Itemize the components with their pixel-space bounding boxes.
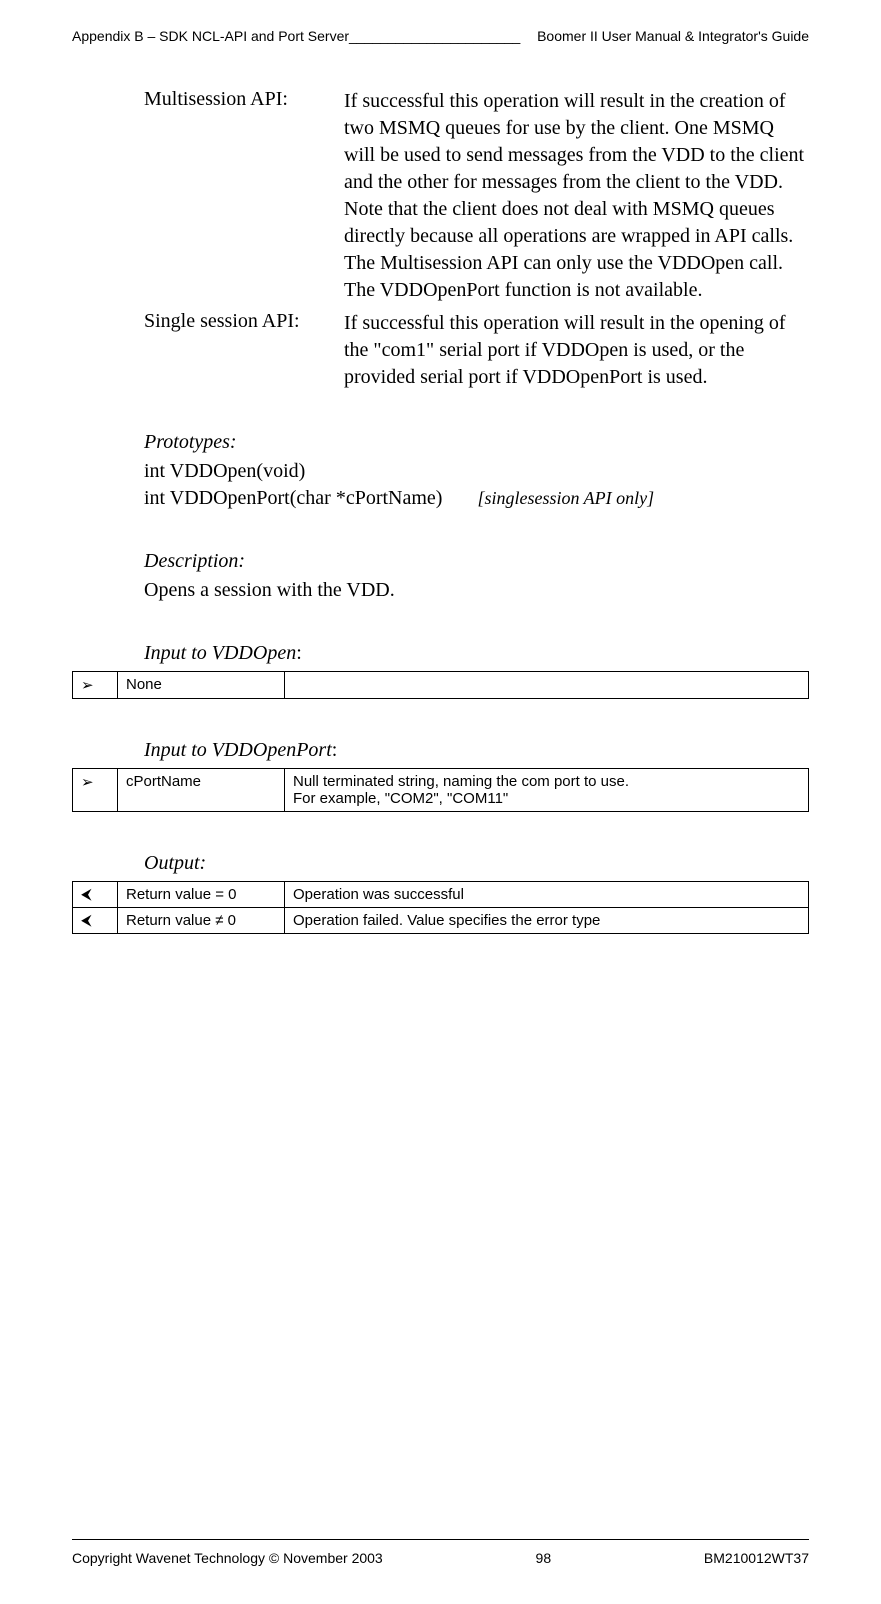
page-content: Multisession API: If successful this ope… bbox=[72, 88, 809, 934]
prototype-line-2: int VDDOpenPort(char *cPortName) [single… bbox=[144, 487, 809, 510]
definition-label: Multisession API: bbox=[72, 88, 344, 304]
output-heading: Output: bbox=[144, 852, 809, 875]
param-desc bbox=[285, 672, 809, 699]
footer-rule bbox=[72, 1539, 809, 1540]
arrow-icon: ➢ bbox=[73, 769, 118, 812]
prototype-line-1: int VDDOpen(void) bbox=[144, 460, 809, 483]
input-vddopen-table: ➢ None bbox=[72, 671, 809, 699]
heading-text: Input to VDDOpen bbox=[144, 642, 296, 664]
description-text: Opens a session with the VDD. bbox=[144, 579, 809, 602]
page-container: Appendix B – SDK NCL-API and Port Server… bbox=[72, 28, 809, 1566]
definition-text: If successful this operation will result… bbox=[344, 310, 809, 391]
prototype-note: [singlesession API only] bbox=[477, 488, 654, 508]
input-vddopenport-heading: Input to VDDOpenPort: bbox=[144, 739, 809, 762]
param-name: Return value ≠ 0 bbox=[118, 908, 285, 934]
page-header: Appendix B – SDK NCL-API and Port Server… bbox=[72, 28, 809, 44]
prototypes-heading: Prototypes: bbox=[144, 431, 809, 454]
table-row: ➢ cPortName Null terminated string, nami… bbox=[73, 769, 809, 812]
table-row: ➢ None bbox=[73, 672, 809, 699]
param-name: None bbox=[118, 672, 285, 699]
arrow-icon: ⮜ bbox=[73, 908, 118, 934]
footer-page-number: 98 bbox=[536, 1550, 552, 1566]
prototype-signature: int VDDOpenPort(char *cPortName) bbox=[144, 487, 442, 509]
input-vddopenport-table: ➢ cPortName Null terminated string, nami… bbox=[72, 768, 809, 812]
table-row: ⮜ Return value ≠ 0 Operation failed. Val… bbox=[73, 908, 809, 934]
page-footer: Copyright Wavenet Technology © November … bbox=[72, 1550, 809, 1566]
heading-text: Input to VDDOpenPort bbox=[144, 739, 332, 761]
header-left: Appendix B – SDK NCL-API and Port Server… bbox=[72, 28, 520, 44]
arrow-icon: ⮜ bbox=[73, 882, 118, 908]
param-name: Return value = 0 bbox=[118, 882, 285, 908]
definition-singlesession: Single session API: If successful this o… bbox=[72, 310, 809, 391]
footer-right: BM210012WT37 bbox=[704, 1550, 809, 1566]
definition-label: Single session API: bbox=[72, 310, 344, 391]
definition-multisession: Multisession API: If successful this ope… bbox=[72, 88, 809, 304]
footer-left: Copyright Wavenet Technology © November … bbox=[72, 1550, 383, 1566]
definition-text: If successful this operation will result… bbox=[344, 88, 809, 304]
header-right: Boomer II User Manual & Integrator's Gui… bbox=[537, 28, 809, 44]
param-desc: Operation failed. Value specifies the er… bbox=[285, 908, 809, 934]
description-heading: Description: bbox=[144, 550, 809, 573]
param-desc: Null terminated string, naming the com p… bbox=[285, 769, 809, 812]
input-vddopen-heading: Input to VDDOpen: bbox=[144, 642, 809, 665]
arrow-icon: ➢ bbox=[73, 672, 118, 699]
param-desc: Operation was successful bbox=[285, 882, 809, 908]
param-name: cPortName bbox=[118, 769, 285, 812]
table-row: ⮜ Return value = 0 Operation was success… bbox=[73, 882, 809, 908]
output-table: ⮜ Return value = 0 Operation was success… bbox=[72, 881, 809, 934]
